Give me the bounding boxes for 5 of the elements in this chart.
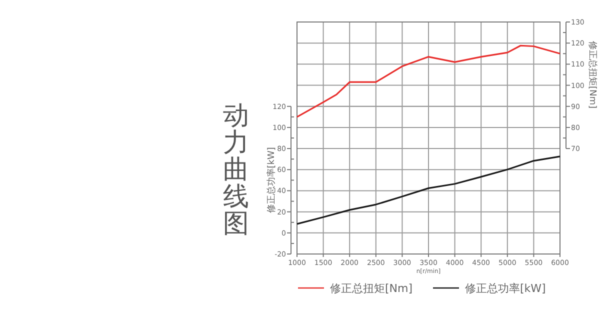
legend-label: 修正总扭矩[Nm]	[330, 282, 413, 295]
y2-axis-title: 修正总扭矩[Nm]	[587, 40, 598, 108]
text: 动力曲线图	[223, 101, 249, 239]
legend-label: 修正总功率[kW]	[465, 282, 546, 295]
y-axis-title: 修正总功率[kW]	[266, 147, 277, 214]
